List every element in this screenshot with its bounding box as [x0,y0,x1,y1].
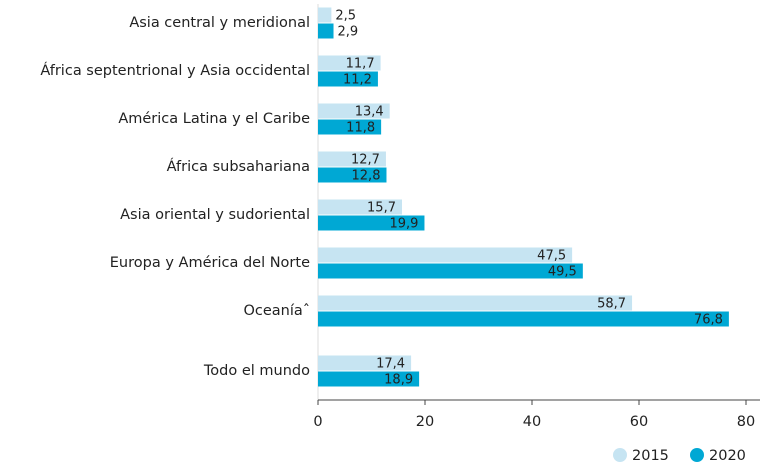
bar [318,247,573,263]
y-tick-label: América Latina y el Caribe [118,111,310,127]
bar [318,71,378,87]
bar [318,263,583,279]
data-label: 2,5 [335,9,356,24]
legend-label: 2015 [632,448,669,464]
bar [318,215,425,231]
data-label: 11,8 [346,121,375,136]
y-tick-label: Asia central y meridional [129,15,310,31]
bar [318,119,382,135]
x-tick-label: 0 [313,414,322,430]
bar [318,167,387,183]
y-tick-label: África septentrional y Asia occidental [40,62,310,79]
x-tick-label: 80 [737,414,755,430]
bar [318,199,402,215]
data-label: 58,7 [597,297,626,312]
x-tick-label: 40 [523,414,541,430]
legend-label: 2020 [709,448,746,464]
data-label: 11,2 [343,73,372,88]
legend-swatch [690,448,704,462]
y-tick-label: África subsahariana [167,158,310,175]
y-tick-label: Todo el mundo [203,363,310,379]
data-label: 12,8 [352,169,381,184]
bar [318,295,633,311]
legend-swatch [613,448,627,462]
data-label: 12,7 [351,153,380,168]
data-label: 13,4 [355,105,384,120]
bar [318,103,390,119]
data-label: 19,9 [390,217,419,232]
data-label: 18,9 [384,373,413,388]
bar [318,371,420,387]
bar [318,7,332,23]
data-label: 15,7 [367,201,396,216]
x-tick-label: 20 [416,414,434,430]
y-tick-label: Asia oriental y sudoriental [120,207,310,223]
data-label: 11,7 [346,57,375,72]
bar [318,23,334,39]
data-label: 49,5 [548,265,577,280]
bar [318,151,386,167]
data-label: 17,4 [376,357,405,372]
data-label: 47,5 [537,249,566,264]
data-label: 76,8 [694,313,723,328]
bar [318,55,381,71]
y-tick-label: Oceaníaˆ [243,303,310,319]
y-tick-label: Europa y América del Norte [110,255,310,271]
x-tick-label: 60 [630,414,648,430]
bar [318,355,412,371]
data-label: 2,9 [338,25,359,40]
bar [318,311,729,327]
